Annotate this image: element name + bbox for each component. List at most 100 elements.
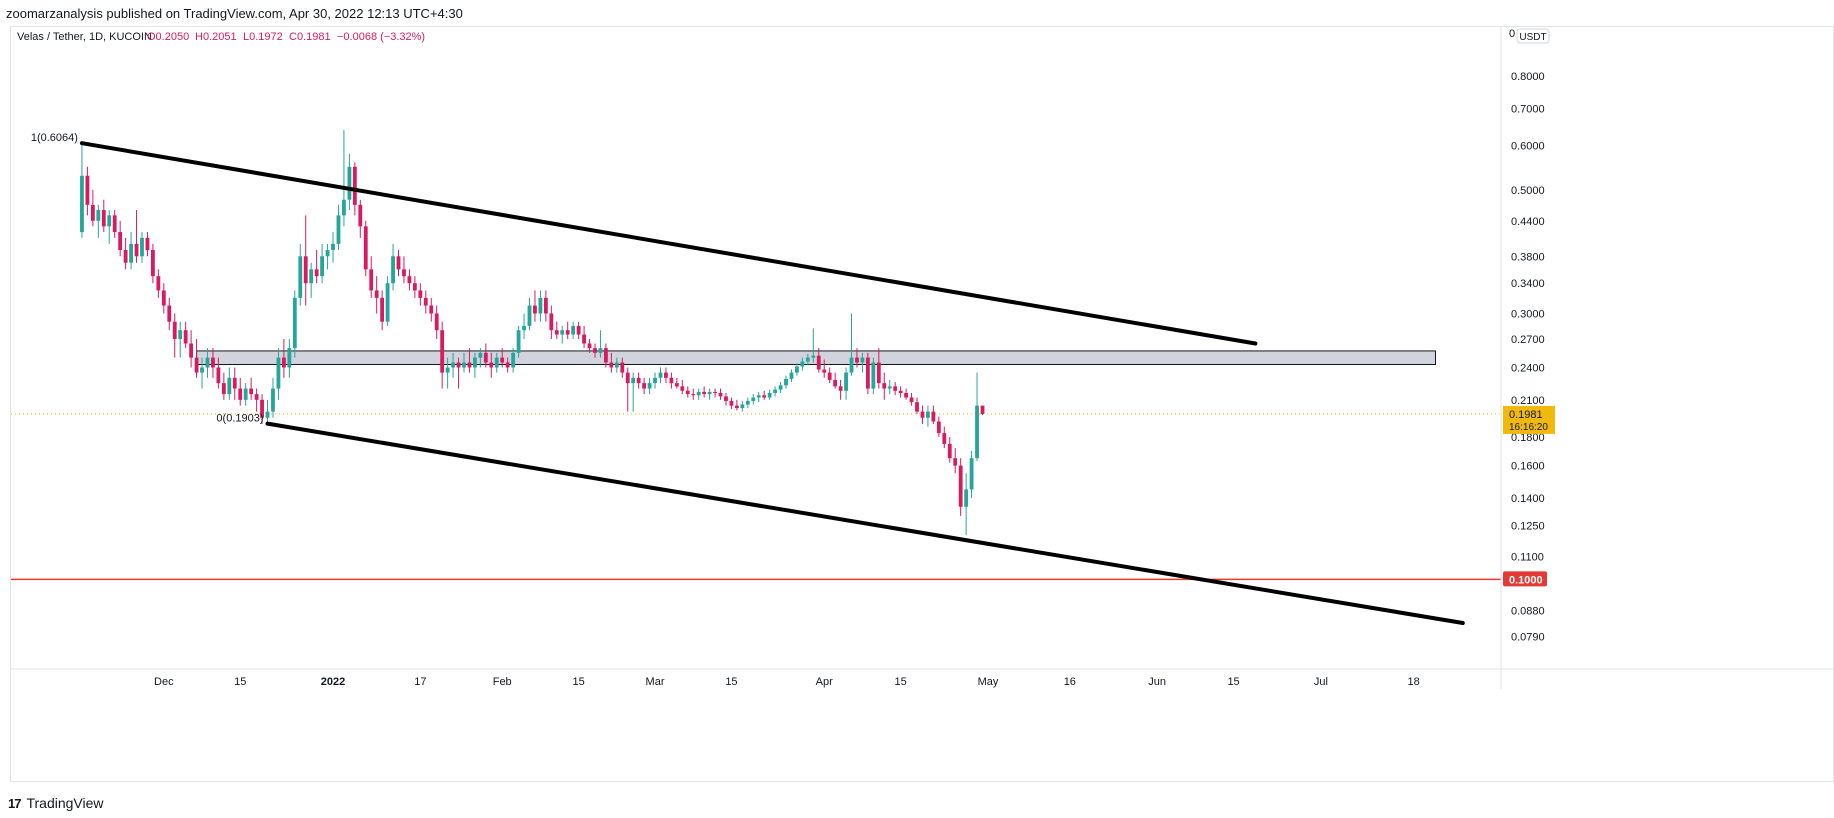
- upper-trendline[interactable]: [79, 141, 1258, 346]
- candle-body: [123, 249, 128, 263]
- price-tick-label: 0.1250: [1511, 520, 1545, 532]
- candle: [429, 297, 434, 322]
- candle-body: [642, 383, 647, 389]
- candle-body: [680, 386, 685, 391]
- candle-body: [407, 276, 412, 284]
- candle: [271, 377, 275, 418]
- candle: [483, 343, 488, 368]
- price-axis-top-label: 0: [1509, 28, 1515, 40]
- candle-body: [931, 411, 936, 422]
- candle: [822, 359, 827, 378]
- candle: [276, 348, 281, 400]
- candle-body: [445, 367, 450, 373]
- candle: [456, 357, 461, 389]
- candle-body: [942, 433, 947, 444]
- brand-name[interactable]: TradingView: [26, 795, 104, 811]
- candle-body: [292, 297, 297, 349]
- candle: [756, 391, 761, 403]
- candle: [740, 400, 745, 412]
- candle: [265, 399, 270, 425]
- candle: [320, 243, 325, 284]
- candle-body: [85, 175, 90, 205]
- candle: [494, 352, 499, 373]
- candle: [254, 388, 259, 412]
- candle-body: [134, 243, 139, 257]
- candle: [363, 220, 368, 277]
- candle-body: [320, 256, 325, 277]
- unit-badge-box[interactable]: [1516, 28, 1550, 44]
- candle-body: [805, 357, 810, 362]
- current-price-badge-box: [1503, 405, 1555, 434]
- candle-body: [975, 405, 979, 459]
- time-tick-label: Dec: [154, 676, 174, 688]
- candle-body: [729, 400, 734, 406]
- candle-body: [620, 362, 625, 373]
- candle: [205, 348, 210, 378]
- candle-body: [101, 210, 106, 227]
- candle-body: [527, 305, 532, 326]
- candle: [85, 166, 90, 216]
- level-price-value: 0.1000: [1509, 574, 1543, 586]
- candle: [489, 352, 494, 378]
- price-tick-label: 0.1400: [1511, 493, 1545, 505]
- candle-body: [909, 397, 914, 403]
- resistance-zone-rect[interactable]: [196, 350, 1437, 365]
- candle-body: [505, 362, 510, 368]
- candle-body: [724, 396, 728, 401]
- candle-body: [773, 389, 778, 393]
- candle-body: [795, 366, 799, 373]
- candle: [134, 210, 139, 263]
- candle-body: [833, 379, 838, 387]
- candle-body: [281, 357, 286, 368]
- candle: [789, 369, 794, 383]
- candle-body: [489, 362, 494, 368]
- price-chart[interactable]: 1(0.6064) 0(0.1903) 0 USDT 0.8000 0.7000 0.60…: [11, 27, 1833, 781]
- candle-body: [342, 199, 346, 216]
- candle: [150, 243, 155, 284]
- candle-body: [494, 357, 499, 368]
- candle: [402, 256, 406, 284]
- candle-body: [587, 343, 592, 349]
- candle: [434, 305, 439, 339]
- candle-body: [325, 249, 330, 257]
- level-line-layer: [11, 413, 1501, 581]
- candle: [200, 357, 204, 389]
- candle-body: [167, 305, 172, 322]
- price-tick-label: 0.4400: [1511, 216, 1545, 228]
- candle: [418, 283, 423, 306]
- lower-trendline[interactable]: [265, 421, 1465, 626]
- candle: [194, 338, 199, 378]
- candle: [123, 237, 128, 270]
- candle-body: [860, 357, 865, 363]
- candle: [833, 372, 838, 389]
- candle-body: [915, 402, 919, 412]
- candle-body: [631, 377, 636, 384]
- candle: [887, 379, 892, 395]
- candle: [898, 386, 903, 398]
- candle: [336, 204, 341, 250]
- candle-body: [664, 372, 668, 378]
- candle: [811, 328, 816, 363]
- candle-body: [429, 305, 434, 314]
- lower-trendline-label: 0(0.1903): [216, 413, 263, 425]
- candle: [358, 199, 363, 238]
- time-tick-label: Apr: [816, 676, 833, 688]
- candle-body: [778, 385, 783, 390]
- candle-body: [964, 489, 969, 507]
- symbol-legend: Velas / Tether, 1D, KUCOIN O0.2050 H0.20…: [17, 31, 425, 43]
- candle-body: [849, 357, 854, 373]
- ohlc-close: C0.1981: [289, 31, 331, 43]
- candle-body: [467, 362, 472, 368]
- time-tick-label: 15: [234, 676, 246, 688]
- price-tick-label: 0.0790: [1511, 631, 1545, 643]
- chart-frame[interactable]: 1(0.6064) 0(0.1903) 0 USDT 0.8000 0.7000 0.60…: [10, 26, 1834, 782]
- unit-badge[interactable]: USDT: [1516, 28, 1550, 44]
- candle-body: [298, 256, 303, 298]
- candle-body: [953, 458, 958, 466]
- candle: [325, 243, 330, 270]
- candle: [593, 343, 597, 358]
- candle-body: [249, 388, 254, 395]
- candle: [101, 199, 106, 233]
- price-tick-label: 0.5000: [1511, 185, 1545, 197]
